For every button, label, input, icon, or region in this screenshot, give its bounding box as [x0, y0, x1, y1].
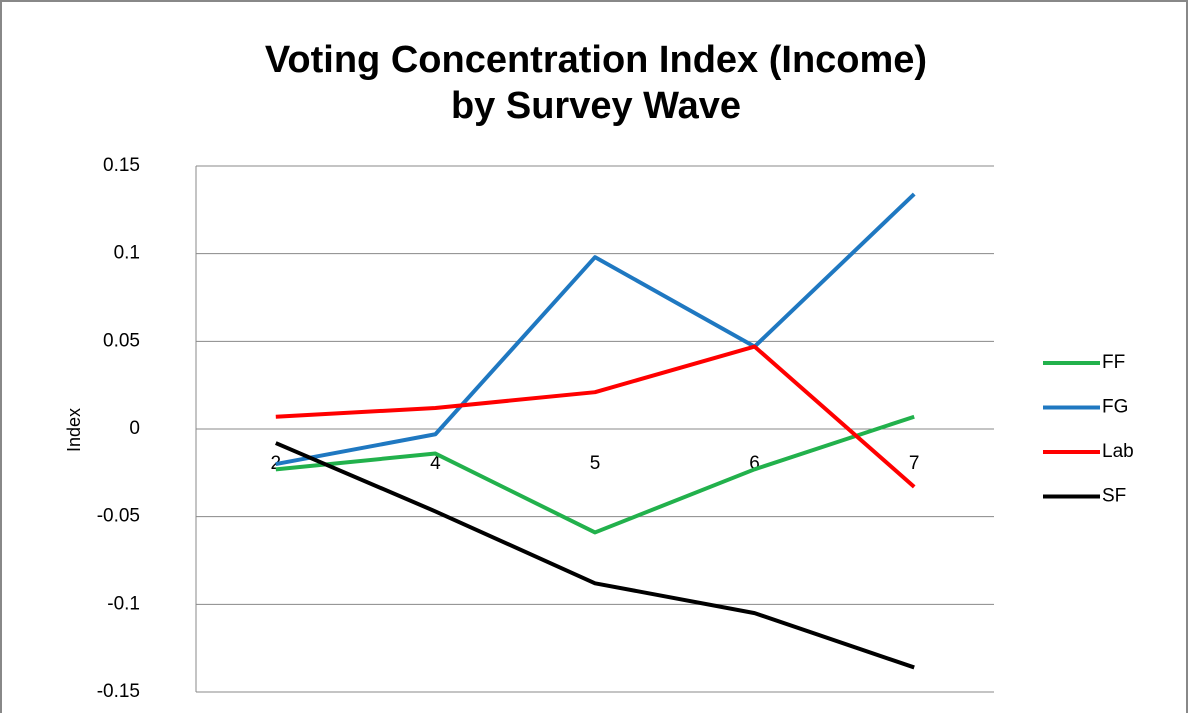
series-line	[275, 192, 916, 467]
series-line	[275, 414, 915, 535]
y-tick-label: 0.1	[114, 243, 140, 264]
y-tick-label: 0.05	[103, 330, 140, 351]
series-line	[275, 344, 916, 489]
y-tick-label: 0	[129, 418, 140, 439]
x-tick-label: 5	[590, 453, 601, 474]
chart-title: Voting Concentration Index (Income)	[265, 39, 927, 81]
y-tick-label: -0.15	[97, 681, 140, 702]
legend-label: FG	[1102, 397, 1128, 418]
legend-label: FF	[1102, 352, 1125, 373]
x-tick-label: 6	[749, 453, 760, 474]
y-tick-label: -0.05	[97, 506, 140, 527]
x-tick-label: 7	[909, 453, 920, 474]
legend-label: SF	[1102, 486, 1126, 507]
y-axis-title: Index	[64, 408, 84, 452]
chart-title: by Survey Wave	[451, 85, 741, 127]
x-tick-label: 4	[430, 453, 441, 474]
y-tick-label: -0.1	[107, 593, 140, 614]
legend-label: Lab	[1102, 441, 1134, 462]
y-tick-label: 0.15	[103, 155, 140, 176]
series-line	[275, 441, 915, 670]
